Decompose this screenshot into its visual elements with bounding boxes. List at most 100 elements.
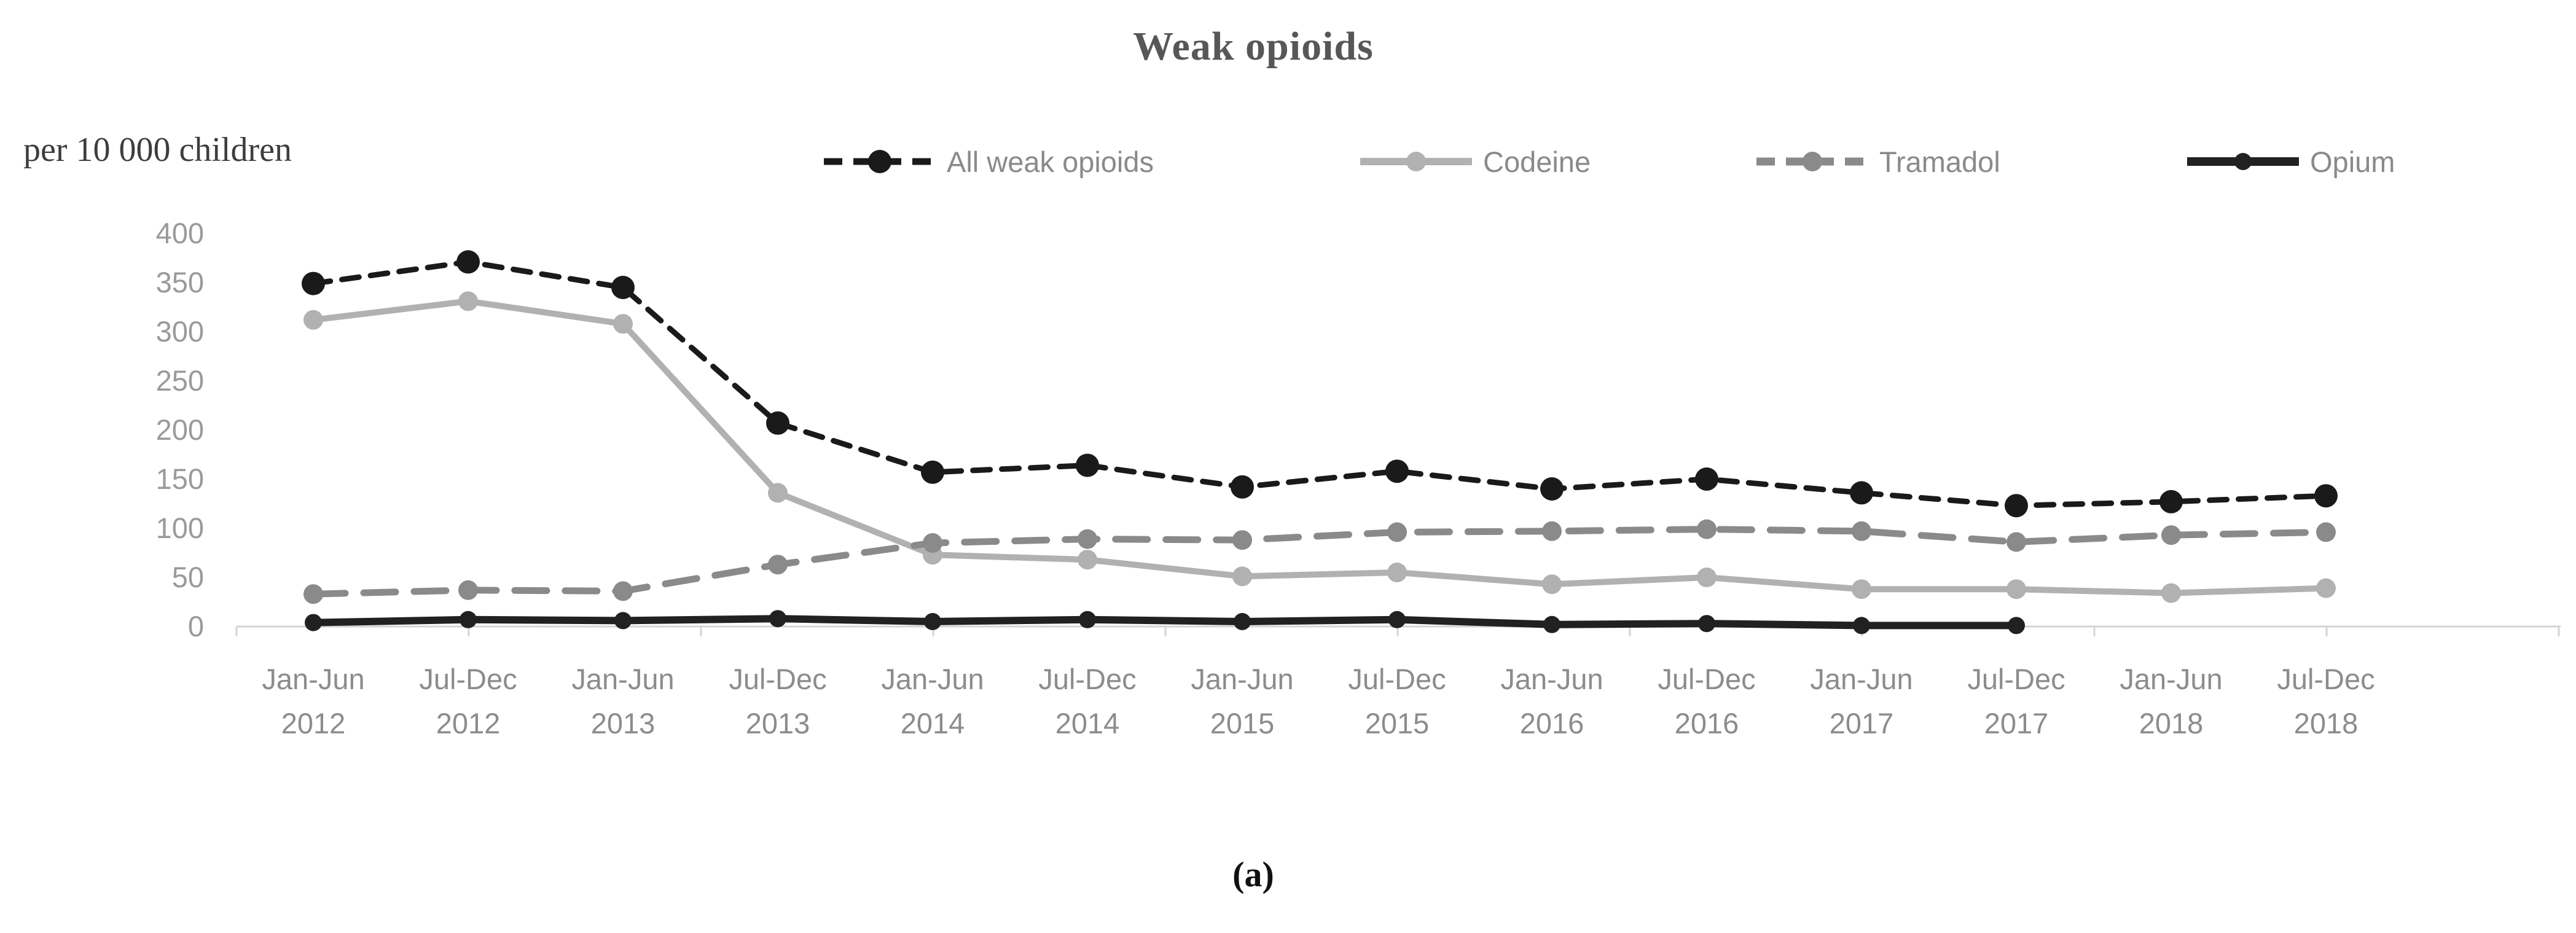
data-point-marker xyxy=(1387,522,1407,542)
legend-item-codeine: Codeine xyxy=(1358,140,1591,183)
y-tick-label: 0 xyxy=(188,610,204,642)
data-point-marker xyxy=(2008,617,2025,634)
x-tick-label: Jan-Jun 2012 xyxy=(262,663,364,740)
y-tick-label: 350 xyxy=(156,266,204,299)
data-point-marker xyxy=(614,612,632,630)
legend-label: Codeine xyxy=(1483,145,1591,178)
y-tick-label: 300 xyxy=(156,315,204,348)
data-point-marker xyxy=(766,411,789,435)
x-tick-label: Jan-Jun 2015 xyxy=(1191,663,1293,740)
data-point-marker xyxy=(768,555,788,575)
x-tick-label: Jan-Jun 2014 xyxy=(881,663,984,740)
x-tick-label: Jan-Jun 2018 xyxy=(2120,663,2222,740)
legend-item-tramadol: Tramadol xyxy=(1754,140,2000,183)
x-tick-label: Jul-Dec 2016 xyxy=(1658,663,1755,740)
data-point-marker xyxy=(1852,521,1871,541)
data-point-marker xyxy=(1079,611,1096,628)
legend-item-all-weak-opioids: All weak opioids xyxy=(821,140,1154,183)
data-point-marker xyxy=(303,584,323,604)
y-tick-label: 150 xyxy=(156,463,204,495)
data-point-marker xyxy=(2161,583,2181,603)
data-point-marker xyxy=(2161,525,2181,545)
legend: All weak opioids Codeine Tramadol Opium xyxy=(0,140,2576,183)
x-tick-label: Jul-Dec 2018 xyxy=(2277,663,2374,740)
data-point-marker xyxy=(460,611,477,628)
legend-label: All weak opioids xyxy=(947,145,1154,178)
data-point-marker xyxy=(2006,532,2026,552)
chart-title: Weak opioids xyxy=(1133,24,1374,69)
data-point-marker xyxy=(458,580,478,600)
data-point-marker xyxy=(1234,613,1251,630)
data-point-marker xyxy=(1697,519,1717,539)
data-point-marker xyxy=(1850,481,1873,505)
data-point-marker xyxy=(1542,521,1562,541)
data-point-marker xyxy=(2006,579,2026,599)
data-point-marker xyxy=(1540,477,1564,501)
legend-sample-marker xyxy=(2234,153,2252,170)
series-line-opium xyxy=(310,615,2020,630)
data-point-marker xyxy=(613,314,633,334)
data-point-marker xyxy=(1388,611,1406,628)
x-tick-label: Jul-Dec 2012 xyxy=(419,663,517,740)
y-axis-unit-label: per 10 000 children xyxy=(23,131,292,169)
x-tick-label: Jan-Jun 2016 xyxy=(1500,663,1603,740)
data-point-marker xyxy=(769,610,786,628)
data-point-marker xyxy=(1385,459,1409,483)
data-point-marker xyxy=(1076,453,1099,477)
data-point-marker xyxy=(1852,579,1871,599)
data-point-marker xyxy=(2316,522,2336,542)
x-tick-label: Jan-Jun 2013 xyxy=(571,663,674,740)
data-point-marker xyxy=(2314,484,2338,508)
data-point-marker xyxy=(1078,550,1097,570)
data-point-marker xyxy=(2316,578,2336,598)
y-tick-label: 400 xyxy=(156,217,204,249)
x-tick-label: Jul-Dec 2017 xyxy=(1967,663,2065,740)
data-point-marker xyxy=(1697,568,1717,587)
x-tick-label: Jan-Jun 2017 xyxy=(1810,663,1912,740)
legend-item-opium: Opium xyxy=(2185,140,2395,183)
data-point-marker xyxy=(611,276,635,299)
data-point-marker xyxy=(1078,529,1097,549)
legend-line-sample xyxy=(1360,152,1472,171)
data-point-marker xyxy=(303,310,323,330)
data-point-marker xyxy=(1231,475,1254,499)
legend-sample-marker xyxy=(1406,152,1426,171)
data-point-marker xyxy=(923,533,942,553)
series-line-codeine xyxy=(310,298,2329,596)
data-point-marker xyxy=(2159,490,2183,513)
data-point-marker xyxy=(1387,563,1407,582)
legend-sample-marker xyxy=(868,150,891,173)
x-tick-label: Jul-Dec 2013 xyxy=(729,663,826,740)
data-point-marker xyxy=(1232,566,1252,587)
data-point-marker xyxy=(1698,615,1715,633)
series-line-all-weak-opioids xyxy=(310,259,2329,509)
data-point-marker xyxy=(305,614,322,631)
y-tick-label: 200 xyxy=(156,413,204,446)
data-point-marker xyxy=(2005,494,2028,518)
data-point-marker xyxy=(921,460,944,484)
series-line-tramadol xyxy=(310,526,2330,598)
data-point-marker xyxy=(1542,574,1562,595)
y-tick-label: 250 xyxy=(156,364,204,397)
x-tick-label: Jul-Dec 2015 xyxy=(1348,663,1446,740)
data-point-marker xyxy=(1695,467,1718,491)
legend-label: Tramadol xyxy=(1879,145,2000,178)
data-point-marker xyxy=(1232,530,1252,550)
data-point-marker xyxy=(1853,617,1870,634)
legend-line-sample xyxy=(1756,152,1868,171)
legend-line-sample xyxy=(2187,153,2299,170)
figure-caption: (a) xyxy=(1232,854,1274,894)
data-point-marker xyxy=(768,483,788,503)
legend-sample-marker xyxy=(1803,152,1822,171)
data-point-marker xyxy=(456,250,480,274)
data-point-marker xyxy=(1543,615,1560,633)
legend-label: Opium xyxy=(2310,145,2395,178)
data-point-marker xyxy=(458,291,478,311)
data-point-marker xyxy=(924,613,941,630)
y-tick-label: 50 xyxy=(172,561,204,593)
data-point-marker xyxy=(302,271,325,295)
legend-line-sample xyxy=(824,150,936,173)
y-tick-label: 100 xyxy=(156,512,204,544)
